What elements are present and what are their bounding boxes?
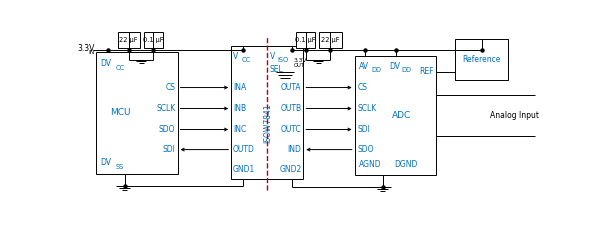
Text: GND1: GND1: [233, 165, 255, 174]
Text: CC: CC: [115, 65, 125, 71]
Text: DGND: DGND: [394, 160, 418, 169]
Bar: [355, 56, 436, 175]
Text: CS: CS: [165, 83, 175, 92]
Bar: [118, 32, 140, 48]
Text: INB: INB: [233, 104, 246, 113]
Text: IN: IN: [88, 50, 94, 55]
Bar: [144, 32, 163, 48]
Text: REF: REF: [419, 67, 434, 76]
Text: V: V: [270, 52, 275, 61]
Text: Reference: Reference: [462, 55, 501, 64]
Text: SDO: SDO: [159, 125, 175, 134]
Text: AV: AV: [359, 62, 369, 71]
Bar: [296, 32, 316, 48]
Text: ADC: ADC: [392, 111, 412, 120]
Text: OUTC: OUTC: [281, 125, 302, 134]
Bar: [319, 32, 341, 48]
Text: SS: SS: [115, 164, 124, 170]
Text: INA: INA: [233, 83, 246, 92]
Text: 3.3V: 3.3V: [294, 58, 308, 63]
Text: IND: IND: [288, 145, 302, 154]
Text: V: V: [233, 52, 238, 61]
Text: SEL: SEL: [270, 65, 283, 74]
Text: SCLK: SCLK: [358, 104, 377, 113]
Text: 3.3V: 3.3V: [77, 44, 94, 53]
Bar: [231, 47, 304, 179]
Text: SDI: SDI: [162, 145, 175, 154]
Text: INC: INC: [233, 125, 246, 134]
Text: CC: CC: [242, 57, 251, 63]
Text: 0.1 μF: 0.1 μF: [143, 37, 163, 43]
Text: DD: DD: [401, 67, 411, 73]
Text: SCLK: SCLK: [156, 104, 175, 113]
Text: DD: DD: [371, 67, 381, 73]
Text: AGND: AGND: [359, 160, 382, 169]
Bar: [96, 52, 178, 174]
Text: 22 μF: 22 μF: [321, 37, 340, 43]
Text: OUTD: OUTD: [233, 145, 255, 154]
Text: Analog Input: Analog Input: [490, 111, 538, 120]
Text: 0.1 μF: 0.1 μF: [296, 37, 316, 43]
Text: MCU: MCU: [111, 108, 131, 117]
Text: OUTA: OUTA: [281, 83, 302, 92]
Text: DV: DV: [101, 59, 112, 69]
Text: OUT: OUT: [294, 63, 305, 68]
Text: DV: DV: [389, 62, 400, 71]
Text: ISO: ISO: [278, 57, 288, 63]
Text: ISOW7841: ISOW7841: [263, 104, 272, 143]
Text: SDI: SDI: [358, 125, 370, 134]
Text: GND2: GND2: [279, 165, 302, 174]
Text: DV: DV: [101, 158, 112, 167]
Text: OUTB: OUTB: [281, 104, 302, 113]
Bar: [455, 39, 508, 80]
Text: CS: CS: [358, 83, 367, 92]
Text: 22 μF: 22 μF: [120, 37, 138, 43]
Text: SDO: SDO: [358, 145, 374, 154]
